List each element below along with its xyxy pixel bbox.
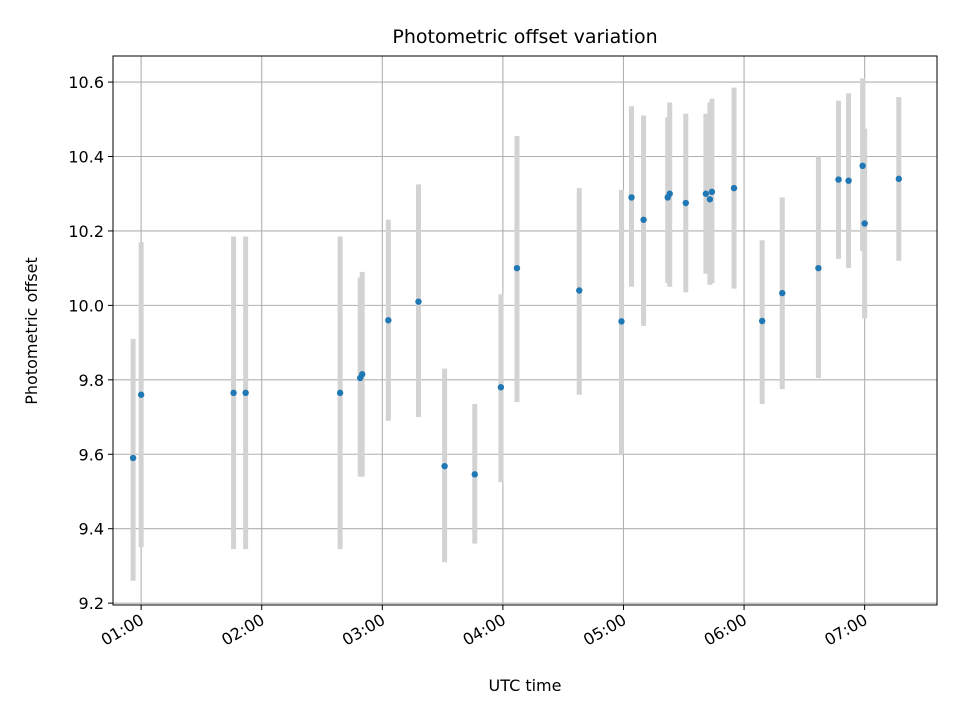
plot-area — [113, 56, 937, 605]
data-point — [682, 199, 689, 207]
data-point — [640, 216, 647, 223]
y-axis-title: Photometric offset — [22, 257, 41, 405]
data-point — [415, 298, 422, 305]
data-point — [336, 389, 344, 397]
data-point — [779, 289, 786, 297]
data-point — [845, 177, 852, 184]
data-point — [576, 287, 583, 294]
data-point — [230, 389, 237, 397]
data-point — [835, 176, 842, 183]
data-point — [471, 471, 478, 478]
data-point — [859, 162, 866, 169]
data-point — [628, 194, 635, 201]
y-tick-label: 10.0 — [68, 296, 104, 315]
data-point — [815, 264, 822, 272]
y-tick-label: 10.6 — [68, 73, 104, 92]
data-point — [861, 220, 868, 227]
data-point — [618, 318, 625, 325]
y-tick-label: 9.6 — [79, 445, 104, 464]
data-point — [497, 384, 505, 391]
data-point — [702, 190, 710, 197]
data-point — [242, 389, 249, 397]
y-tick-label: 10.2 — [68, 222, 104, 241]
y-grid — [113, 81, 937, 604]
chart-title: Photometric offset variation — [392, 26, 657, 48]
data-point — [758, 317, 766, 325]
data-point — [895, 175, 903, 183]
data-point — [385, 317, 392, 324]
y-axis-ticks: 9.2 9.4 9.6 9.8 10.0 10.2 10.4 10.6 — [68, 73, 113, 613]
y-tick-label: 10.4 — [68, 147, 104, 166]
data-point — [137, 391, 145, 398]
data-point — [359, 371, 366, 378]
plot-frame — [112, 55, 938, 606]
x-grid — [140, 56, 866, 605]
x-axis-title: UTC time — [489, 676, 562, 695]
data-point — [513, 264, 521, 272]
data-point — [666, 190, 673, 197]
data-points — [129, 162, 903, 478]
data-point — [706, 196, 714, 203]
data-point — [730, 184, 738, 192]
y-tick-label: 9.8 — [79, 371, 104, 390]
data-point — [441, 462, 448, 470]
y-tick-label: 9.2 — [79, 594, 104, 613]
data-point — [708, 188, 716, 196]
y-tick-label: 9.4 — [79, 520, 104, 539]
data-point — [129, 454, 137, 462]
